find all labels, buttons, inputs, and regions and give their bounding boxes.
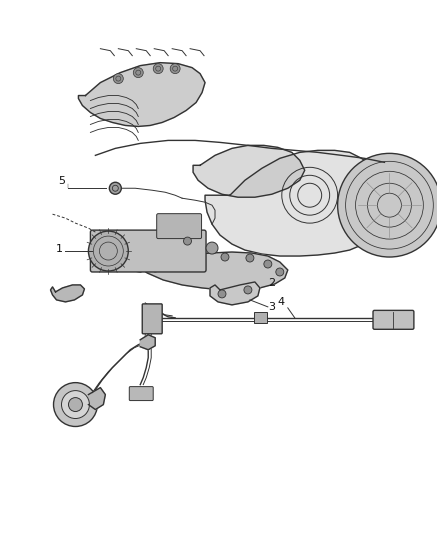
Polygon shape [210, 282, 260, 305]
Polygon shape [140, 335, 155, 350]
FancyBboxPatch shape [129, 386, 153, 401]
Circle shape [133, 68, 143, 78]
Polygon shape [88, 387, 106, 409]
Circle shape [276, 268, 284, 276]
Polygon shape [118, 248, 162, 272]
Circle shape [264, 260, 272, 268]
Polygon shape [78, 63, 205, 126]
Circle shape [53, 383, 97, 426]
Circle shape [113, 74, 124, 84]
Polygon shape [193, 146, 305, 197]
FancyBboxPatch shape [373, 310, 414, 329]
Circle shape [171, 258, 179, 266]
Circle shape [246, 254, 254, 262]
Circle shape [206, 242, 218, 254]
Circle shape [153, 63, 163, 74]
Polygon shape [50, 285, 85, 302]
FancyBboxPatch shape [157, 214, 201, 239]
Circle shape [184, 237, 191, 245]
Circle shape [244, 286, 252, 294]
Text: 4: 4 [278, 297, 285, 307]
Text: 2: 2 [268, 278, 275, 288]
Circle shape [196, 254, 204, 262]
Circle shape [68, 398, 82, 411]
Circle shape [218, 290, 226, 298]
FancyBboxPatch shape [254, 312, 267, 324]
Polygon shape [205, 150, 388, 256]
FancyBboxPatch shape [142, 304, 162, 334]
Text: 1: 1 [56, 244, 63, 254]
Circle shape [61, 391, 89, 418]
Circle shape [170, 63, 180, 74]
FancyBboxPatch shape [90, 230, 206, 272]
Polygon shape [140, 252, 288, 290]
Circle shape [151, 264, 159, 272]
Circle shape [221, 253, 229, 261]
Circle shape [110, 182, 121, 194]
Text: 3: 3 [268, 302, 275, 312]
Circle shape [88, 231, 128, 271]
Circle shape [338, 154, 438, 257]
Text: 5: 5 [59, 176, 66, 186]
